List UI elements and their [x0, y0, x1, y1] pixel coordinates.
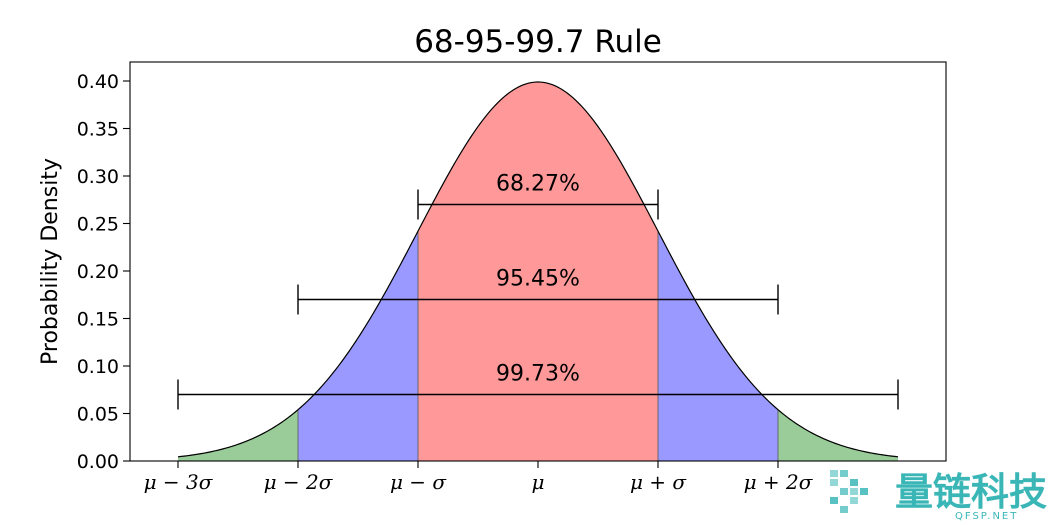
watermark-square-7 [840, 506, 848, 513]
x-tick-label-0: μ − 3σ [144, 470, 214, 494]
watermark-square-0 [830, 470, 838, 477]
x-axis: μ − 3σ μ − 2σ μ − σ μ μ + σ μ + 2σ [144, 461, 814, 494]
watermark-square-6 [850, 497, 858, 504]
y-tick-label-8: 0.40 [77, 71, 119, 93]
y-tick-label-0: 0.00 [77, 451, 119, 473]
region-2 [418, 82, 658, 461]
watermark-square-9 [850, 488, 858, 495]
interval-label-0: 68.27% [496, 171, 580, 196]
y-tick-label-7: 0.35 [77, 119, 119, 141]
y-tick-label-1: 0.05 [77, 404, 119, 426]
x-tick-label-5: μ + 2σ [744, 470, 814, 494]
x-tick-label-2: μ − σ [390, 470, 447, 494]
y-axis-label: Probability Density [38, 158, 63, 365]
density-curve-layer [177, 81, 899, 458]
y-tick-label-4: 0.20 [77, 261, 119, 283]
x-tick-label-4: μ + σ [630, 470, 687, 494]
watermark-square-3 [830, 479, 838, 486]
y-tick-label-2: 0.10 [77, 356, 119, 378]
watermark-square-2 [850, 479, 858, 486]
chart-title: 68-95-99.7 Rule [414, 24, 662, 60]
watermark-square-1 [840, 470, 848, 477]
density-curve [177, 81, 899, 458]
region-4 [778, 409, 898, 461]
watermark-square-8 [860, 488, 868, 495]
interval-bars: 68.27% 95.45% 99.73% [177, 171, 899, 410]
interval-2: 99.73% [177, 361, 899, 410]
watermark-subtext: QFSP.NET [955, 511, 1018, 522]
x-tick-label-3: μ [532, 470, 545, 494]
interval-label-1: 95.45% [496, 266, 580, 291]
watermark-square-5 [830, 497, 838, 504]
y-axis: 0.00 0.05 0.10 0.15 0.20 0.25 0.30 0.35 0.40 [77, 71, 130, 473]
watermark-square-4 [840, 488, 848, 495]
interval-label-2: 99.73% [496, 361, 580, 386]
y-tick-label-3: 0.15 [77, 309, 119, 331]
region-0 [178, 409, 298, 461]
y-tick-label-6: 0.30 [77, 166, 119, 188]
watermark-text: 量链科技 [895, 470, 1047, 514]
x-tick-label-1: μ − 2σ [264, 470, 334, 494]
interval-1: 95.45% [297, 266, 779, 315]
interval-0: 68.27% [417, 171, 659, 220]
y-tick-label-5: 0.25 [77, 214, 119, 236]
